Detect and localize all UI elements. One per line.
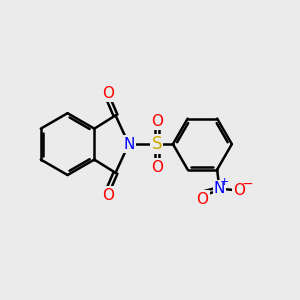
Text: +: + [220, 177, 230, 187]
Text: O: O [233, 183, 245, 198]
Text: S: S [152, 135, 162, 153]
Text: N: N [214, 181, 225, 196]
Text: N: N [123, 136, 134, 152]
Text: O: O [151, 160, 163, 175]
Text: O: O [102, 85, 114, 100]
Text: O: O [151, 114, 163, 129]
Text: −: − [241, 177, 253, 191]
Text: O: O [196, 192, 208, 207]
Text: O: O [102, 188, 114, 203]
